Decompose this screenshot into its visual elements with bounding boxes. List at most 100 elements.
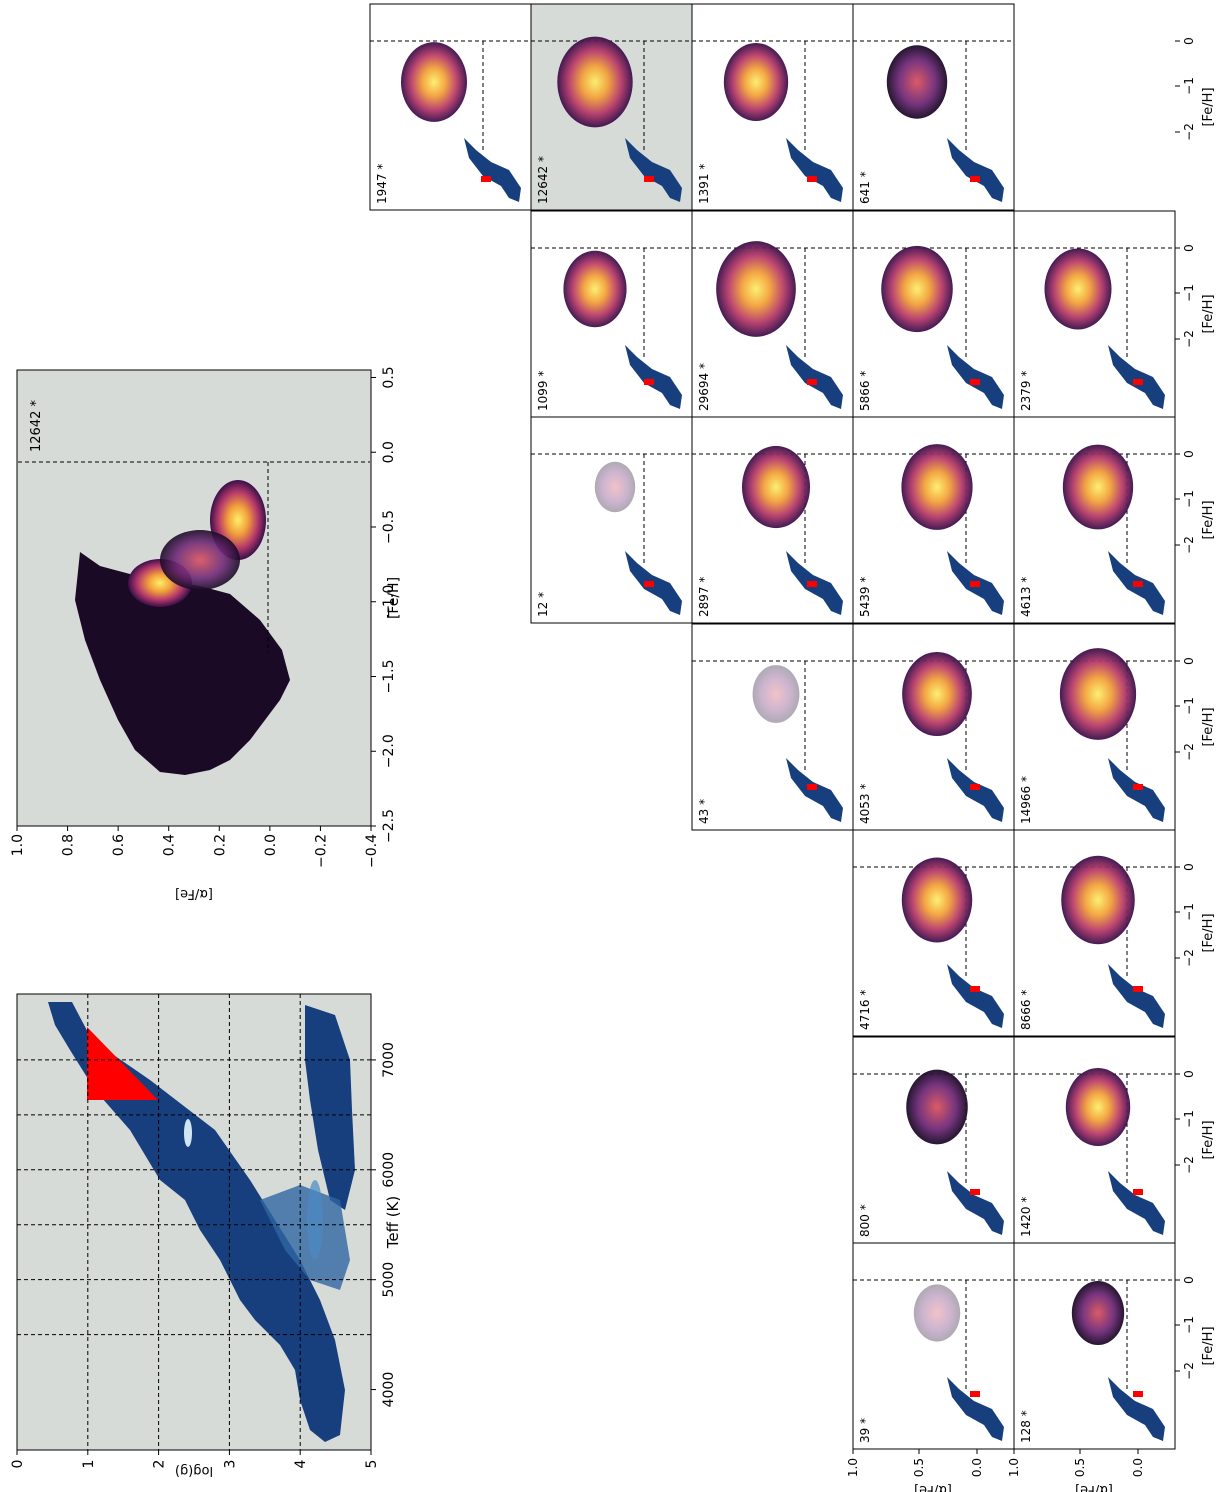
hr-ms-light bbox=[307, 1180, 323, 1260]
grid-panel-hr-selection bbox=[644, 379, 654, 385]
grid-panel-hr-selection bbox=[970, 379, 980, 385]
hr-xtick-label: 4 bbox=[293, 1459, 309, 1468]
grid-panel-count: 4716 * bbox=[858, 990, 872, 1030]
grid-panel: 2897 * bbox=[691, 416, 854, 624]
grid-panel-density bbox=[901, 444, 973, 530]
grid-panel-count: 29694 * bbox=[697, 363, 711, 411]
grid-panel-density bbox=[901, 857, 973, 943]
hr-ytick-label: 7000 bbox=[381, 1042, 397, 1078]
grid-panel-hr-inset bbox=[1108, 345, 1165, 409]
grid-panel-count: 128 * bbox=[1019, 1410, 1033, 1443]
zoom-ytick-label: −2.5 bbox=[381, 809, 397, 843]
grid-panel-hr-selection bbox=[1133, 581, 1143, 587]
grid-panel: 39 * bbox=[852, 1242, 1015, 1450]
grid-panel: 5866 * bbox=[852, 210, 1015, 418]
grid-panel-count: 5439 * bbox=[858, 577, 872, 617]
grid-ylabel: [α/Fe] bbox=[914, 1482, 952, 1492]
grid-panel-hr-selection bbox=[970, 581, 980, 587]
grid-ytick-label: 0.5 bbox=[912, 1458, 926, 1477]
hr-main-sequence bbox=[305, 1005, 355, 1210]
grid-panel-count: 1947 * bbox=[375, 164, 389, 204]
hr-axis: 0 1 2 3 4 5 7000 6000 5000 4000 bbox=[10, 1042, 397, 1468]
grid-panel-density bbox=[902, 651, 972, 737]
grid-panel-count: 2897 * bbox=[697, 577, 711, 617]
grid-panel-count: 12 * bbox=[536, 592, 550, 617]
grid-xlabel: [Fe/H] bbox=[1201, 707, 1216, 746]
grid-panel: 4716 * bbox=[852, 829, 1015, 1037]
grid-panel-count: 39 * bbox=[858, 1418, 872, 1443]
grid-xlabel: [Fe/H] bbox=[1201, 1326, 1216, 1365]
zoom-xtick-label: −0.4 bbox=[364, 834, 380, 868]
grid-xtick-label: −2 bbox=[1182, 743, 1196, 761]
zoom-xtick-label: 0.2 bbox=[212, 834, 228, 856]
grid-panel: 641 * bbox=[852, 3, 1015, 211]
grid-panel-hr-inset bbox=[1108, 964, 1165, 1028]
grid-panel: 5439 * bbox=[852, 416, 1015, 624]
grid-panel-hr-selection bbox=[970, 1391, 980, 1397]
grid-axes: −2 −2 −2 −2 −2 −2 −2 −1 −1 −1 −1 −1 −1 −1 0 0 0 0 0 0 0 [Fe/H… bbox=[846, 37, 1216, 1492]
grid-xlabel: [Fe/H] bbox=[1201, 294, 1216, 333]
grid-panel-count: 1099 * bbox=[536, 371, 550, 411]
grid-panel-hr-selection bbox=[807, 784, 817, 790]
grid-panel-density bbox=[906, 1069, 968, 1145]
zoom-xlabel: [α/Fe] bbox=[175, 886, 213, 901]
grid-panel-density bbox=[723, 43, 789, 121]
grid-xtick-label: −1 bbox=[1182, 903, 1196, 921]
grid-panel-count: 641 * bbox=[858, 171, 872, 204]
grid-panel-hr-inset bbox=[947, 138, 1004, 202]
grid-panel-hr-inset bbox=[947, 1377, 1004, 1441]
zoom-xtick-label: 0.8 bbox=[61, 834, 77, 856]
grid-panel-hr-selection bbox=[807, 176, 817, 182]
grid-xlabel: [Fe/H] bbox=[1201, 1120, 1216, 1159]
grid-xtick-label: −1 bbox=[1182, 697, 1196, 715]
grid-ytick-label: 1.0 bbox=[1007, 1458, 1021, 1477]
zoom-ytick-label: 0.0 bbox=[381, 441, 397, 463]
grid-panel-hr-inset bbox=[1108, 1171, 1165, 1235]
grid-panel-density bbox=[1044, 248, 1112, 330]
grid-panel-hr-selection bbox=[644, 176, 654, 182]
grid-xtick-label: 0 bbox=[1182, 37, 1196, 45]
grid-panel-hr-selection bbox=[807, 379, 817, 385]
grid-xlabel: [Fe/H] bbox=[1201, 500, 1216, 539]
grid-ytick-label: 1.0 bbox=[846, 1458, 860, 1477]
grid-panel: 1099 * bbox=[530, 210, 693, 418]
grid-panel-count: 12642 * bbox=[536, 156, 550, 204]
grid-panel-density bbox=[716, 241, 796, 337]
grid-xlabel: [Fe/H] bbox=[1201, 87, 1216, 126]
zoom-xtick-label: −0.2 bbox=[313, 834, 329, 868]
grid-xtick-label: −1 bbox=[1182, 490, 1196, 508]
zoom-xtick-label: 0.6 bbox=[111, 834, 127, 856]
grid-panel-density bbox=[913, 1284, 961, 1342]
grid-panel-density bbox=[1059, 648, 1137, 740]
grid-panel-hr-selection bbox=[481, 176, 491, 182]
grid-panel-density bbox=[594, 461, 636, 513]
hr-xlabel: log(g) bbox=[175, 1463, 213, 1478]
zoom-ytick-label: −1.5 bbox=[381, 659, 397, 693]
grid-xtick-label: −1 bbox=[1182, 1110, 1196, 1128]
grid-ytick-label: 0.5 bbox=[1073, 1458, 1087, 1477]
zoom-xtick-label: 0.0 bbox=[263, 834, 279, 856]
grid-panel-count: 1391 * bbox=[697, 164, 711, 204]
grid-panel-hr-selection bbox=[1133, 784, 1143, 790]
zoom-xtick-label: 1.0 bbox=[10, 834, 26, 856]
grid-panel: 1391 * bbox=[691, 3, 854, 211]
hr-ytick-label: 5000 bbox=[381, 1262, 397, 1298]
grid-panel-hr-inset bbox=[625, 138, 682, 202]
zoom-ylabel: [Fe/H] bbox=[386, 577, 402, 619]
grid-panel-count: 4613 * bbox=[1019, 577, 1033, 617]
grid-xtick-label: −2 bbox=[1182, 949, 1196, 967]
grid-panel: 2379 * bbox=[1013, 210, 1176, 418]
grid-xtick-label: 0 bbox=[1182, 1276, 1196, 1284]
grid-xlabel: [Fe/H] bbox=[1201, 913, 1216, 952]
grid-panel-hr-selection bbox=[1133, 1189, 1143, 1195]
grid-panel-hr-inset bbox=[1108, 1377, 1165, 1441]
hr-giant-branch bbox=[48, 1002, 345, 1442]
grid-panel-density bbox=[1062, 444, 1134, 530]
grid-panel: 43 * bbox=[691, 623, 854, 831]
zoom-ytick-label: −2.0 bbox=[381, 734, 397, 768]
grid-xtick-label: −1 bbox=[1182, 77, 1196, 95]
grid-panel: 1420 * bbox=[1013, 1036, 1176, 1244]
grid-panel-hr-inset bbox=[947, 1171, 1004, 1235]
grid-panel-density bbox=[1065, 1067, 1131, 1147]
hr-xtick-label: 1 bbox=[81, 1460, 97, 1469]
